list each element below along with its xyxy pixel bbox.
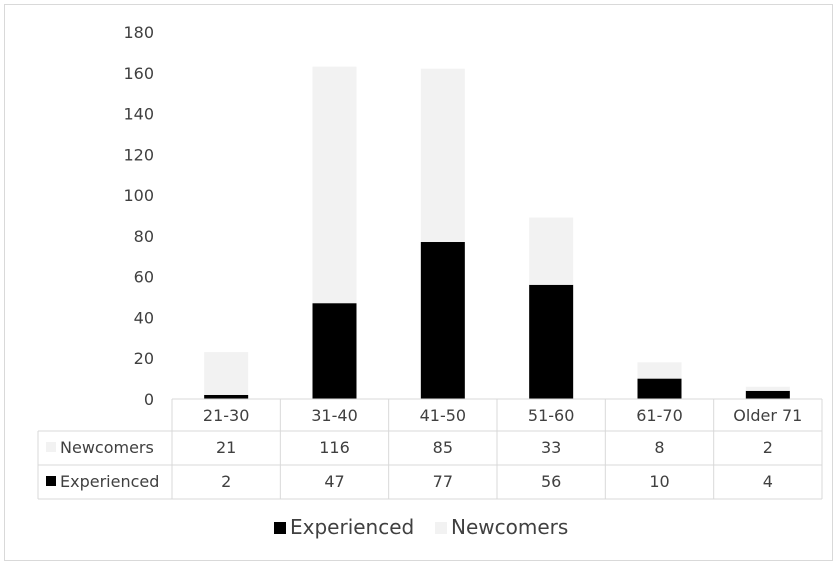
y-axis: 0 20 40 60 80 100 120 140 160 180 <box>123 23 154 409</box>
bar-newcomers <box>529 217 574 285</box>
y-tick-label: 100 <box>123 186 154 205</box>
x-tick-label: 61-70 <box>636 406 683 425</box>
table-cell-experienced: 4 <box>763 472 773 491</box>
table-legend-key-experienced <box>46 476 56 486</box>
legend-swatch-experienced <box>274 522 286 534</box>
y-tick-label: 0 <box>144 390 154 409</box>
table-cell-experienced: 77 <box>433 472 453 491</box>
table-cell-newcomers: 21 <box>216 438 236 457</box>
y-tick-label: 40 <box>134 308 154 327</box>
bar-experienced <box>204 394 249 399</box>
y-tick-label: 140 <box>123 105 154 124</box>
y-tick-label: 80 <box>134 227 154 246</box>
bar-experienced <box>637 378 682 399</box>
bar-newcomers <box>312 66 357 304</box>
bar-experienced <box>529 284 574 399</box>
bar-newcomers <box>637 362 682 379</box>
legend: Experienced Newcomers <box>274 515 568 539</box>
bar-experienced <box>745 390 790 399</box>
bar-newcomers <box>420 68 465 243</box>
table-cell-experienced: 56 <box>541 472 561 491</box>
legend-swatch-newcomers <box>435 522 447 534</box>
table-cell-newcomers: 8 <box>654 438 664 457</box>
data-table: 21-30 31-40 41-50 51-60 61-70 Older 71 Newcome… <box>37 398 823 500</box>
table-row-label-experienced: Experienced <box>60 472 159 491</box>
bar-experienced <box>312 303 357 399</box>
table-cell-experienced: 10 <box>649 472 669 491</box>
table-cell-newcomers: 85 <box>433 438 453 457</box>
x-tick-label: 31-40 <box>311 406 358 425</box>
y-tick-label: 120 <box>123 145 154 164</box>
table-cell-newcomers: 116 <box>319 438 350 457</box>
y-tick-label: 20 <box>134 349 154 368</box>
legend-label-experienced: Experienced <box>290 515 414 539</box>
legend-label-newcomers: Newcomers <box>451 515 568 539</box>
table-cell-experienced: 47 <box>324 472 344 491</box>
y-tick-label: 60 <box>134 268 154 287</box>
table-cell-experienced: 2 <box>221 472 231 491</box>
x-tick-label: 41-50 <box>420 406 467 425</box>
y-tick-label: 180 <box>123 23 154 42</box>
bar-newcomers <box>204 352 249 395</box>
table-legend-key-newcomers <box>46 442 56 452</box>
x-tick-label: Older 71 <box>733 406 802 425</box>
x-tick-label: 21-30 <box>203 406 250 425</box>
bar-experienced <box>420 242 465 399</box>
bars <box>204 66 790 399</box>
table-row-label-newcomers: Newcomers <box>60 438 154 457</box>
table-cell-newcomers: 2 <box>763 438 773 457</box>
chart-frame <box>4 4 833 561</box>
bar-newcomers <box>745 386 790 391</box>
table-cell-newcomers: 33 <box>541 438 561 457</box>
x-tick-label: 51-60 <box>528 406 575 425</box>
y-tick-label: 160 <box>123 64 154 83</box>
